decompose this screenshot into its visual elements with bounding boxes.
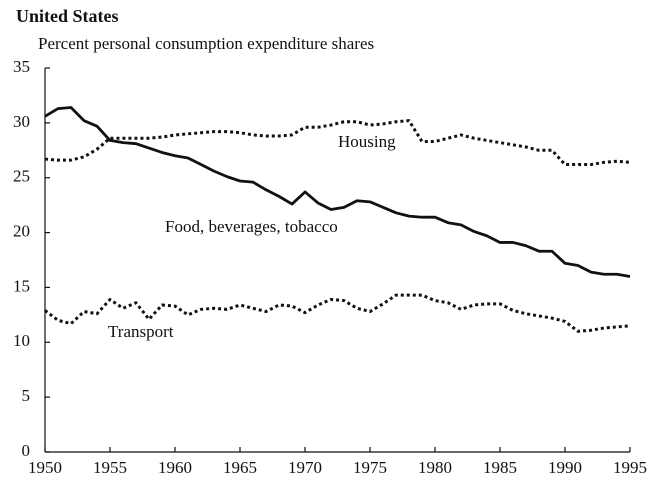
chart-subtitle: Percent personal consumption expenditure… (38, 34, 374, 53)
y-tick-label: 5 (22, 386, 31, 405)
x-tick-label: 1965 (223, 458, 257, 477)
x-tick-label: 1970 (288, 458, 322, 477)
y-tick-label: 25 (13, 167, 30, 186)
y-tick-label: 0 (22, 441, 31, 460)
y-tick-label: 35 (13, 57, 30, 76)
y-tick-label: 20 (13, 221, 30, 240)
x-tick-label: 1985 (483, 458, 517, 477)
series-line (44, 106, 631, 278)
x-tick-label: 1995 (613, 458, 647, 477)
chart-title: United States (16, 6, 119, 26)
x-tick-label: 1950 (28, 458, 62, 477)
x-tick-label: 1960 (158, 458, 192, 477)
series-line (44, 119, 631, 167)
x-tick-label: 1990 (548, 458, 582, 477)
x-tick-label: 1975 (353, 458, 387, 477)
series-line (44, 293, 631, 333)
x-tick-label: 1955 (93, 458, 127, 477)
series-label: Transport (108, 322, 174, 341)
y-tick-label: 10 (13, 331, 30, 350)
x-tick-label: 1980 (418, 458, 452, 477)
series-label: Food, beverages, tobacco (165, 217, 338, 236)
series-label: Housing (338, 132, 396, 151)
y-tick-label: 30 (13, 112, 30, 131)
y-tick-label: 15 (13, 276, 30, 295)
